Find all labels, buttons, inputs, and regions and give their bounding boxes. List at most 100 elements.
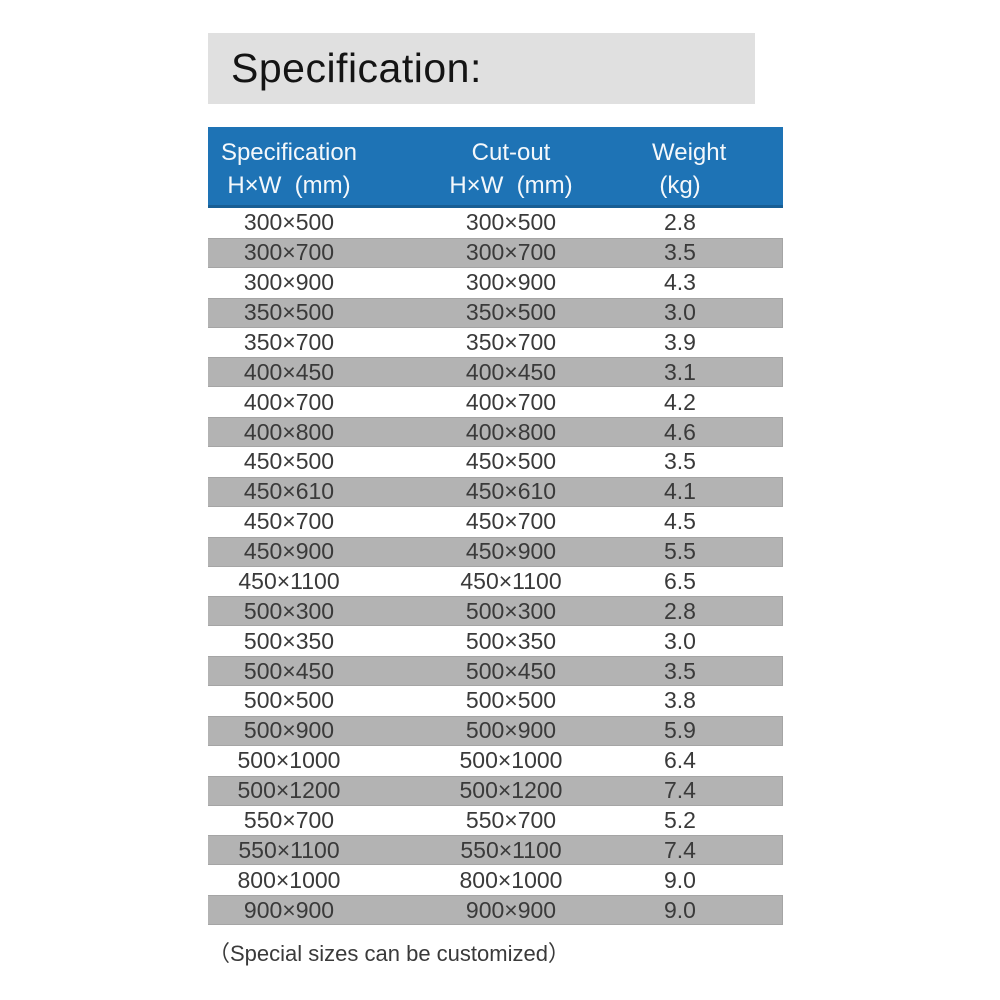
weight-cell: 3.8 xyxy=(664,687,696,714)
spec-cell: 450×1100 xyxy=(238,567,340,594)
spec-cell: 400×450 xyxy=(243,358,335,385)
spec-cell: 350×700 xyxy=(243,328,335,355)
cutout-cell: 500×450 xyxy=(465,657,557,684)
column-header-specification: Specification H×W (mm) xyxy=(208,127,370,208)
cutout-cell: 300×500 xyxy=(465,209,557,236)
cutout-cell: 450×1100 xyxy=(460,567,562,594)
cutout-cell: 500×350 xyxy=(465,627,557,654)
column-header-line1: Specification xyxy=(220,138,358,166)
weight-cell: 2.8 xyxy=(664,209,696,236)
weight-cell: 4.2 xyxy=(664,388,696,415)
cutout-cell: 350×500 xyxy=(465,299,557,326)
table-row: 400×450 400×450 3.1 xyxy=(208,357,783,388)
weight-cell: 9.0 xyxy=(664,866,696,893)
spec-cell: 350×500 xyxy=(243,299,335,326)
column-header-line2: (kg) xyxy=(659,171,701,199)
weight-cell: 6.5 xyxy=(664,567,696,594)
spec-cell: 450×610 xyxy=(243,478,335,505)
weight-cell: 3.0 xyxy=(664,299,696,326)
weight-cell: 7.4 xyxy=(664,777,696,804)
spec-cell: 300×900 xyxy=(243,269,335,296)
cutout-cell: 500×500 xyxy=(465,687,557,714)
table-row: 550×1100 550×1100 7.4 xyxy=(208,835,783,866)
table-row: 300×700 300×700 3.5 xyxy=(208,237,783,268)
weight-cell: 3.1 xyxy=(664,358,696,385)
table-row: 500×300 500×300 2.8 xyxy=(208,596,783,627)
weight-cell: 6.4 xyxy=(664,747,696,774)
cutout-cell: 450×700 xyxy=(465,508,557,535)
weight-cell: 5.5 xyxy=(664,538,696,565)
weight-cell: 4.3 xyxy=(664,269,696,296)
column-header-cutout: Cut-out H×W (mm) xyxy=(370,127,652,208)
column-header-line2: H×W (mm) xyxy=(449,171,573,199)
cutout-cell: 400×800 xyxy=(465,418,557,445)
cutout-cell: 500×1000 xyxy=(459,747,563,774)
table-row: 450×700 450×700 4.5 xyxy=(208,506,783,537)
spec-cell: 450×900 xyxy=(243,538,335,565)
column-header-line2: H×W (mm) xyxy=(227,171,351,199)
weight-cell: 3.5 xyxy=(664,239,696,266)
cutout-cell: 900×900 xyxy=(465,896,557,923)
weight-cell: 4.5 xyxy=(664,508,696,535)
column-header-weight: Weight (kg) xyxy=(652,127,783,208)
spec-cell: 900×900 xyxy=(243,896,335,923)
spec-cell: 800×1000 xyxy=(237,866,341,893)
cutout-cell: 400×700 xyxy=(465,388,557,415)
table-row: 500×500 500×500 3.8 xyxy=(208,686,783,716)
weight-cell: 9.0 xyxy=(664,896,696,923)
table-row: 500×900 500×900 5.9 xyxy=(208,715,783,746)
footnote: （Special sizes can be customized） xyxy=(208,941,570,966)
specification-table: Specification H×W (mm) Cut-out H×W (mm) … xyxy=(208,127,783,925)
cutout-cell: 500×300 xyxy=(465,597,557,624)
weight-cell: 3.0 xyxy=(664,627,696,654)
spec-cell: 550×700 xyxy=(243,806,335,833)
table-row: 300×900 300×900 4.3 xyxy=(208,267,783,298)
spec-cell: 400×800 xyxy=(243,418,335,445)
weight-cell: 3.9 xyxy=(664,328,696,355)
spec-cell: 500×300 xyxy=(243,597,335,624)
spec-cell: 300×500 xyxy=(243,209,335,236)
cutout-cell: 400×450 xyxy=(465,358,557,385)
weight-cell: 5.9 xyxy=(664,717,696,744)
table-row: 900×900 900×900 9.0 xyxy=(208,895,783,925)
spec-cell: 450×500 xyxy=(243,448,335,475)
column-header-line1: Cut-out xyxy=(471,138,551,166)
cutout-cell: 450×610 xyxy=(465,478,557,505)
cutout-cell: 350×700 xyxy=(465,328,557,355)
table-row: 450×610 450×610 4.1 xyxy=(208,476,783,507)
table-row: 550×700 550×700 5.2 xyxy=(208,805,783,836)
cutout-cell: 300×900 xyxy=(465,269,557,296)
spec-cell: 450×700 xyxy=(243,508,335,535)
table-row: 400×700 400×700 4.2 xyxy=(208,387,783,418)
cutout-cell: 550×700 xyxy=(465,806,557,833)
cutout-cell: 300×700 xyxy=(465,239,557,266)
table-row: 350×700 350×700 3.9 xyxy=(208,327,783,358)
table-header-row: Specification H×W (mm) Cut-out H×W (mm) … xyxy=(208,127,783,208)
page-title: Specification: xyxy=(231,45,482,91)
spec-cell: 400×700 xyxy=(243,388,335,415)
spec-cell: 500×900 xyxy=(243,717,335,744)
cutout-cell: 450×900 xyxy=(465,538,557,565)
table-body: 300×500 300×500 2.8 300×700 300×700 3.5 … xyxy=(208,208,783,925)
weight-cell: 5.2 xyxy=(664,806,696,833)
table-row: 800×1000 800×1000 9.0 xyxy=(208,865,783,896)
spec-cell: 300×700 xyxy=(243,239,335,266)
weight-cell: 7.4 xyxy=(664,836,696,863)
cutout-cell: 500×900 xyxy=(465,717,557,744)
spec-cell: 500×500 xyxy=(243,687,335,714)
cutout-cell: 550×1100 xyxy=(460,836,562,863)
weight-cell: 4.1 xyxy=(664,478,696,505)
cutout-cell: 500×1200 xyxy=(459,777,563,804)
table-row: 500×1200 500×1200 7.4 xyxy=(208,775,783,806)
table-row: 450×500 450×500 3.5 xyxy=(208,447,783,477)
cutout-cell: 800×1000 xyxy=(459,866,563,893)
spec-cell: 550×1100 xyxy=(238,836,340,863)
spec-cell: 500×1000 xyxy=(237,747,341,774)
table-row: 500×350 500×350 3.0 xyxy=(208,626,783,657)
spec-cell: 500×1200 xyxy=(237,777,341,804)
cutout-cell: 450×500 xyxy=(465,448,557,475)
column-header-line1: Weight xyxy=(652,138,727,166)
title-banner: Specification: xyxy=(208,33,755,104)
spec-cell: 500×450 xyxy=(243,657,335,684)
